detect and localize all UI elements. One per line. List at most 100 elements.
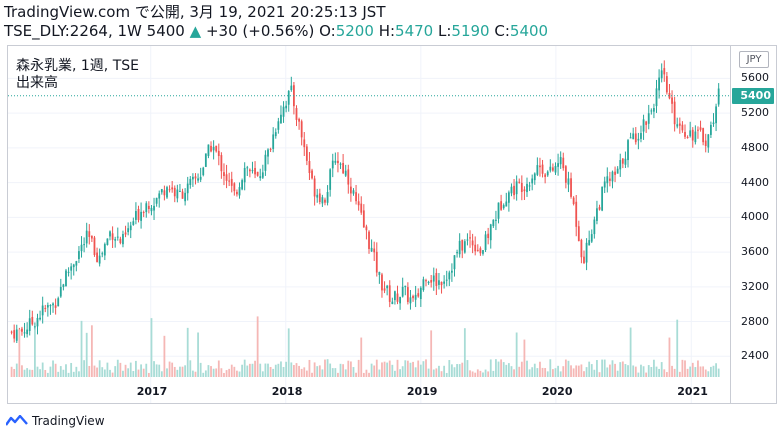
candle-body xyxy=(305,146,308,161)
volume-bar xyxy=(103,369,106,377)
candle-body xyxy=(564,166,567,183)
volume-bar xyxy=(223,372,225,377)
currency-badge[interactable]: JPY xyxy=(739,51,769,68)
volume-bar xyxy=(347,360,350,377)
volume-bar xyxy=(85,332,88,377)
candle-body xyxy=(39,317,41,320)
volume-bar xyxy=(267,363,269,377)
volume-bar xyxy=(401,366,404,377)
candle-body xyxy=(217,150,220,156)
candle-body xyxy=(554,165,557,173)
candle-body xyxy=(308,161,311,174)
candle-body xyxy=(461,239,464,251)
high-label: H: xyxy=(378,22,396,40)
volume-bar xyxy=(469,370,471,377)
volume-bar xyxy=(707,371,710,377)
volume-bar xyxy=(487,371,490,377)
close-label: C: xyxy=(494,22,510,40)
volume-bar xyxy=(432,369,435,377)
candle-body xyxy=(342,162,345,174)
volume-bar xyxy=(303,367,306,377)
volume-bar xyxy=(168,361,171,377)
volume-bar xyxy=(621,361,624,377)
candle-body xyxy=(575,201,578,227)
volume-bar xyxy=(691,362,694,377)
volume-bar xyxy=(546,371,549,377)
volume-bar xyxy=(272,368,275,377)
volume-bar xyxy=(577,365,580,377)
volume-bar xyxy=(450,364,453,377)
volume-bar xyxy=(489,359,492,377)
candle-body xyxy=(515,181,518,195)
candle-body xyxy=(44,308,47,310)
volume-bar xyxy=(645,372,648,377)
volume-bar xyxy=(443,365,446,377)
volume-bar xyxy=(531,367,534,377)
candle-body xyxy=(583,256,585,264)
volume-bar xyxy=(671,365,673,377)
candle-body xyxy=(399,296,401,304)
volume-bar xyxy=(202,372,205,377)
candle-body xyxy=(611,171,614,182)
candle-body xyxy=(642,119,645,132)
candle-body xyxy=(88,231,91,237)
volume-bar xyxy=(305,370,308,377)
candle-body xyxy=(290,85,293,91)
price-tick-label: 4400 xyxy=(741,175,769,189)
volume-bar xyxy=(668,337,671,377)
volume-bar xyxy=(606,367,609,377)
candle-body xyxy=(267,149,269,157)
volume-bar xyxy=(39,369,41,377)
candle-body xyxy=(443,281,446,284)
volume-bar xyxy=(287,328,290,377)
volume-bar xyxy=(515,332,518,377)
candle-body xyxy=(412,295,414,299)
candle-body xyxy=(492,219,495,227)
candle-body xyxy=(614,171,616,175)
volume-bar xyxy=(368,372,370,377)
volume-bar xyxy=(570,365,572,377)
candle-body xyxy=(523,189,526,192)
candle-body xyxy=(458,240,461,255)
candle-body xyxy=(197,178,199,181)
candle-body xyxy=(210,145,212,152)
volume-bar xyxy=(583,371,585,377)
volume-bar xyxy=(637,372,640,377)
volume-bar xyxy=(660,362,663,377)
candle-body xyxy=(181,191,184,199)
volume-bar xyxy=(640,364,642,377)
volume-bar xyxy=(217,360,220,377)
time-tick-label: 2020 xyxy=(541,385,573,398)
volume-bar xyxy=(386,362,389,377)
candle-body xyxy=(280,114,282,124)
volume-bar xyxy=(274,364,277,377)
tradingview-logo[interactable]: TradingView xyxy=(6,414,105,428)
volume-bar xyxy=(236,370,238,377)
candle-body xyxy=(440,281,443,286)
price-tick-label: 5200 xyxy=(741,106,769,120)
open-label: O: xyxy=(319,22,336,40)
price-scale[interactable] xyxy=(731,45,777,404)
candle-body xyxy=(684,131,686,137)
candle-body xyxy=(132,221,135,225)
brand-name: TradingView xyxy=(32,414,105,428)
volume-bar xyxy=(681,359,684,377)
candle-body xyxy=(326,192,329,203)
volume-bar xyxy=(355,372,357,377)
volume-bar xyxy=(300,368,303,377)
candle-body xyxy=(513,185,515,196)
volume-bar xyxy=(614,363,616,377)
candle-body xyxy=(557,163,559,167)
volume-bar xyxy=(331,368,334,377)
volume-bar xyxy=(438,365,440,377)
candle-body xyxy=(704,140,707,146)
volume-bar xyxy=(357,359,360,377)
volume-bar xyxy=(528,369,531,377)
volume-bar xyxy=(482,372,484,377)
volume-bar xyxy=(466,360,469,377)
volume-bar xyxy=(290,362,293,377)
volume-bar xyxy=(145,363,148,377)
candle-body xyxy=(388,285,391,302)
candle-body xyxy=(456,252,458,254)
